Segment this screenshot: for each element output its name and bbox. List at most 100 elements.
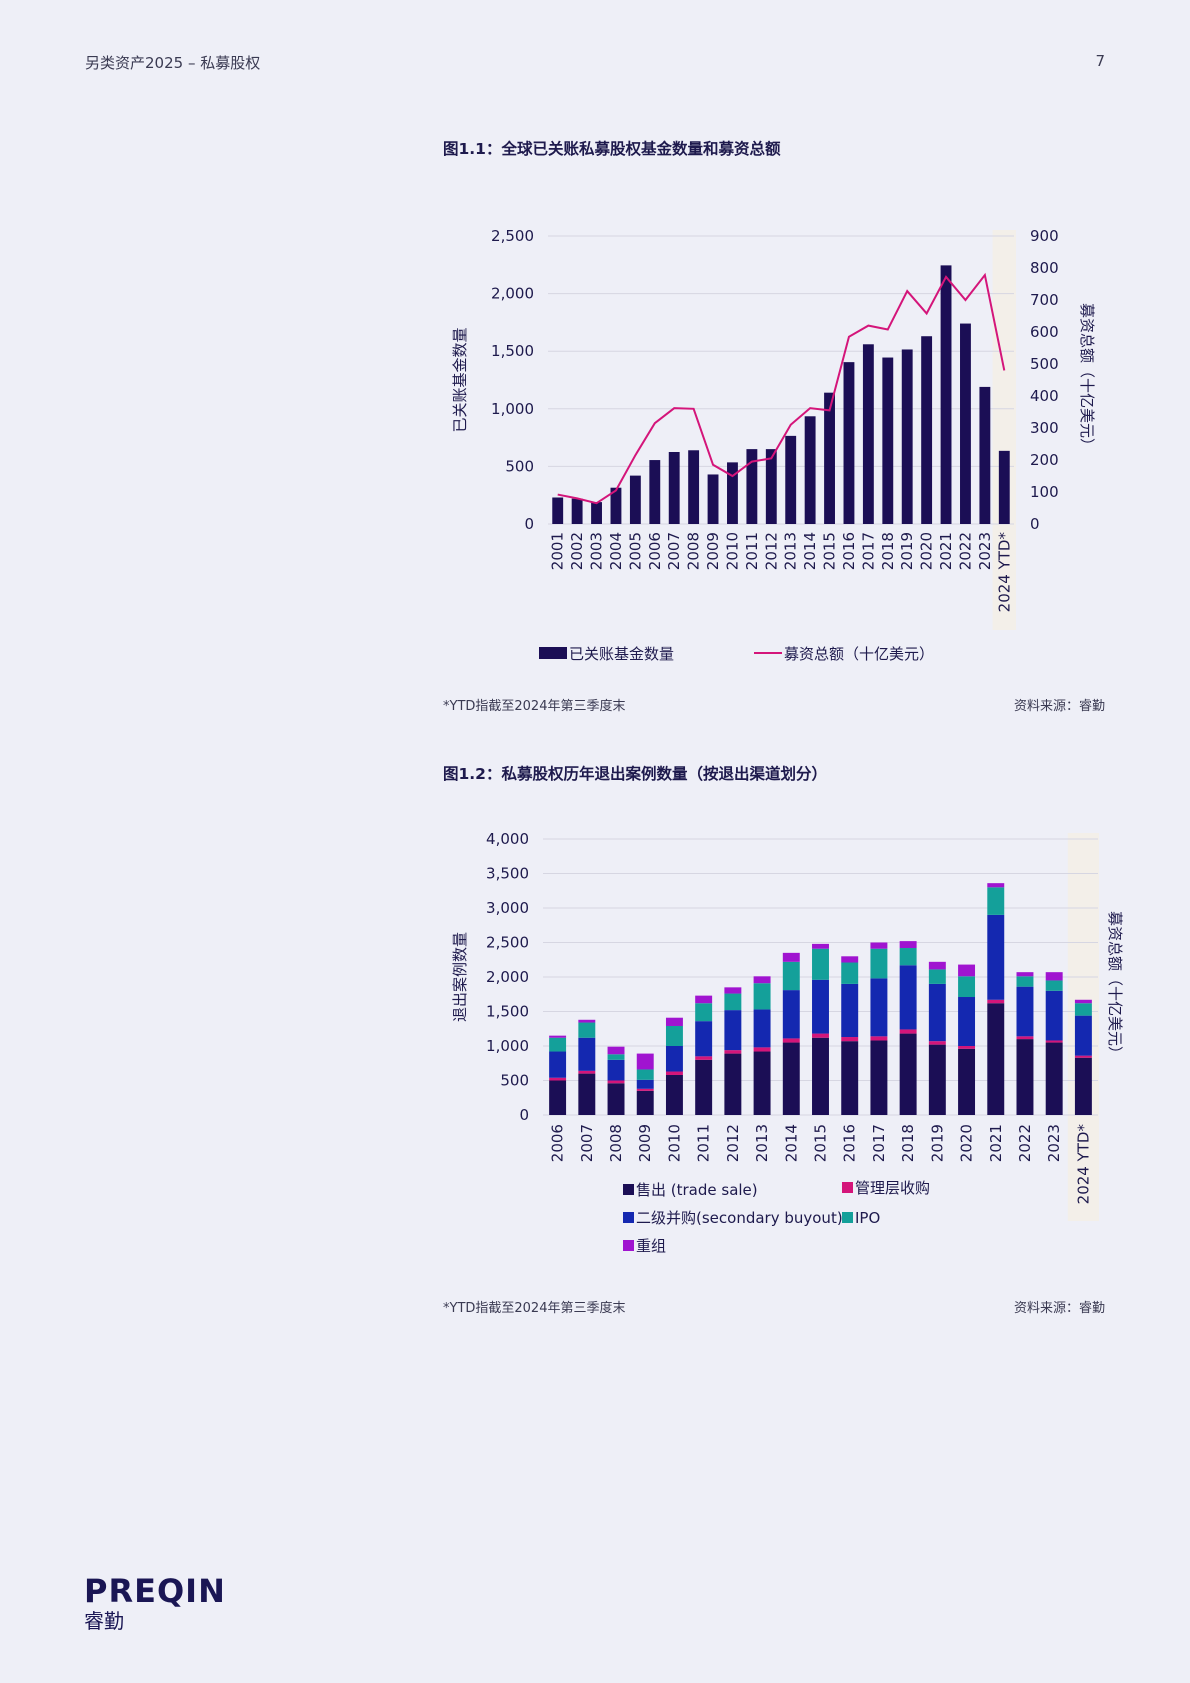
x-tick-label: 2006 [646,532,664,570]
legend-swatch [842,1182,853,1193]
bar-segment [753,983,771,1010]
figure1-footnote: *YTD指截至2024年第三季度末 [443,699,626,714]
bar [785,435,797,524]
bar-segment [636,1090,654,1115]
x-tick-label: 2007 [578,1124,596,1162]
bar-segment [578,1070,596,1074]
x-tick-label: 2005 [626,532,644,570]
x-tick-label: 2009 [636,1124,654,1162]
x-tick-label: 2003 [588,532,606,570]
x-tick-label: 2023 [1045,1124,1063,1162]
bar-segment [578,1019,596,1023]
bar-segment [636,1088,654,1091]
y2-tick-label: 300 [1030,419,1059,437]
y-tick-label: 2,000 [486,968,529,986]
bar-segment [899,941,917,949]
x-tick-label: 2008 [685,532,703,570]
bar-segment [841,962,859,984]
bar-segment [724,993,742,1011]
y2-tick-label: 400 [1030,387,1059,405]
bar-segment [782,1038,800,1043]
bar-segment [1074,1015,1092,1056]
brand-logo: PREQIN 睿勤 [84,1574,226,1634]
y2-tick-label: 900 [1030,227,1059,245]
bar [765,449,777,524]
brand-name-cn: 睿勤 [84,1609,124,1633]
legend-swatch [623,1184,634,1195]
bar-segment [870,978,888,1037]
bar-segment [928,983,946,1042]
bar-segment [753,1051,771,1115]
bar-segment [812,1037,829,1115]
y2-tick-label: 600 [1030,323,1059,341]
bar-segment [1016,1039,1034,1115]
x-tick-label: 2012 [762,532,780,570]
figure2-source: 资料来源：睿勤 [1013,1301,1105,1316]
bar-segment [607,1046,625,1055]
bar-segment [958,1048,976,1115]
bar-segment [782,990,800,1039]
bar-segment [987,887,1005,915]
x-tick-label: 2011 [695,1124,713,1162]
x-tick-label: 2006 [549,1124,567,1162]
y2-tick-label: 800 [1030,259,1059,277]
bar-segment [958,997,976,1046]
x-tick-label: 2024 YTD* [995,532,1013,613]
bar-segment [636,1069,654,1080]
bar-segment [870,1040,888,1115]
x-tick-label: 2014 [801,532,819,570]
x-tick-label: 2022 [956,532,974,570]
bar-segment [899,1029,917,1034]
brand-name: PREQIN [84,1572,226,1610]
bar-segment [1016,1036,1034,1040]
y-tick-label: 1,000 [491,400,534,418]
bar-segment [549,1077,567,1081]
bar-segment [958,1046,976,1049]
bar-segment [695,995,713,1004]
bar [649,460,661,524]
y-tick-label: 2,500 [486,934,529,952]
legend-label: 管理层收购 [855,1179,930,1197]
bar [901,349,913,524]
y-tick-label: 1,500 [491,342,534,360]
x-tick-label: 2019 [928,1124,946,1162]
x-tick-label: 2008 [607,1124,625,1162]
bar [882,357,894,524]
page-number: 7 [1095,52,1105,70]
x-tick-label: 2014 [782,1124,800,1162]
y2-axis-title: 募资总额（十亿美元） [1106,911,1124,1061]
x-tick-label: 2023 [976,532,994,570]
y2-axis-title: 募资总额（十亿美元） [1078,303,1096,453]
x-tick-label: 2011 [743,532,761,570]
legend-label-bars: 已关账基金数量 [569,645,674,663]
bar-segment [724,1053,742,1115]
bar-segment [841,956,859,963]
bar-segment [782,1042,800,1115]
bar-segment [724,1050,742,1054]
fund-count-chart: 0 500 1,000 1,500 2,000 2,500 0 100 200 300 400 500… [451,227,1096,663]
bar-segment [607,1083,625,1115]
legend-label-line: 募资总额（十亿美元） [784,645,934,663]
bar-segment [1045,990,1063,1041]
bar-segment [1074,1003,1092,1016]
x-tick-label: 2002 [568,532,586,570]
x-tick-label: 2010 [723,532,741,570]
bar-segment [665,1046,683,1072]
bar-segment [812,948,829,980]
y-tick-label: 4,000 [486,830,529,848]
y-tick-label: 2,000 [491,285,534,303]
y-axis-title: 已关账基金数量 [451,327,469,432]
x-tick-label: 2013 [782,532,800,570]
bar-segment [870,1036,888,1041]
bar-segment [549,1037,567,1052]
bar-segment [841,983,859,1038]
legend-swatch [623,1240,634,1251]
bar-segment [870,948,888,979]
figure2-footnote: *YTD指截至2024年第三季度末 [443,1301,626,1316]
bar [824,392,835,524]
bar-segment [578,1022,596,1038]
bar-segment [549,1051,567,1078]
bar-segment [665,1017,683,1026]
y-tick-label: 3,500 [486,865,529,883]
y2-tick-label: 700 [1030,291,1059,309]
